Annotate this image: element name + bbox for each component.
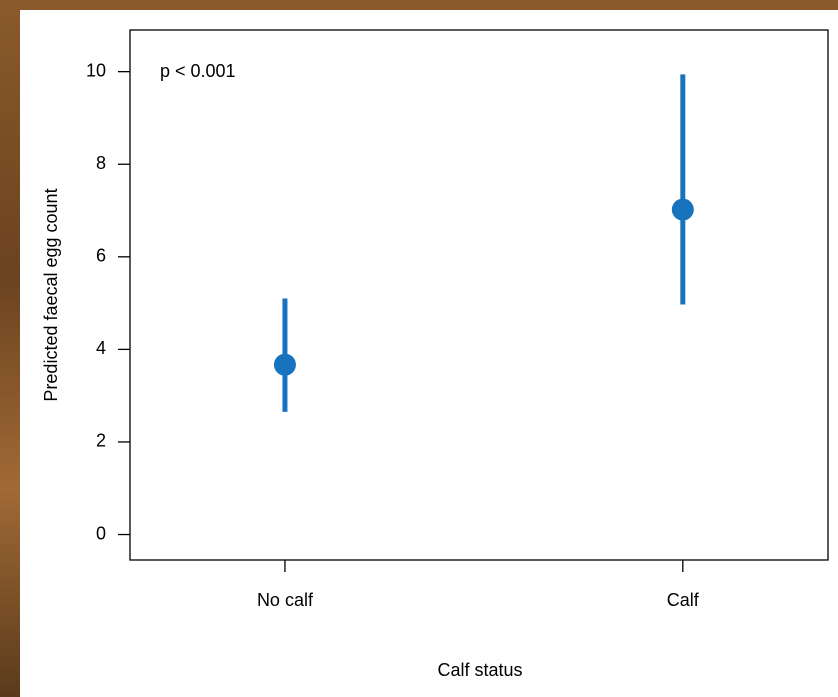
y-tick-label: 6: [96, 246, 106, 266]
y-tick-label: 0: [96, 523, 106, 543]
y-tick-label: 8: [96, 153, 106, 173]
point: [671, 198, 694, 221]
annotation: p < 0.001: [160, 61, 236, 81]
y-axis-label: Predicted faecal egg count: [41, 188, 61, 401]
point: [273, 353, 296, 376]
y-tick-label: 4: [96, 338, 106, 358]
x-tick-label: No calf: [257, 590, 314, 610]
panel: [20, 10, 838, 697]
x-tick-label: Calf: [667, 590, 700, 610]
y-tick-label: 10: [86, 60, 106, 80]
x-axis-label: Calf status: [437, 660, 522, 680]
y-tick-label: 2: [96, 431, 106, 451]
plot-box: [129, 29, 829, 561]
